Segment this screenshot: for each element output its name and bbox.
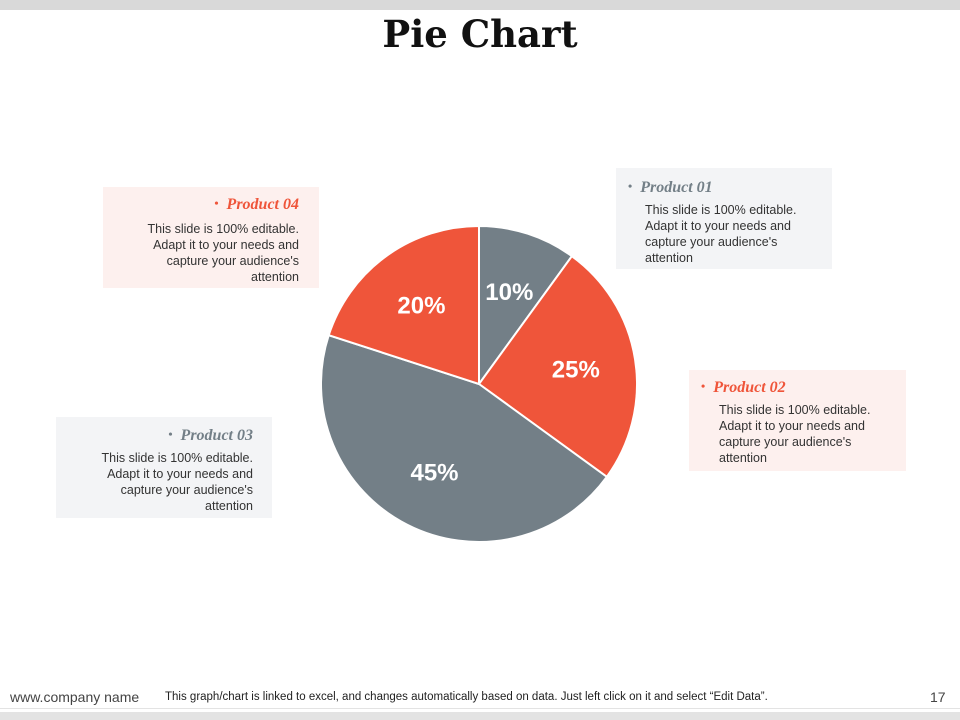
pie-data-label: 10% xyxy=(485,279,533,306)
footer-divider xyxy=(0,708,960,709)
callout-heading: • Product 04 xyxy=(123,193,299,215)
pie-slices xyxy=(320,224,638,543)
pie-slice-product-02 xyxy=(477,254,638,479)
footer-note: This graph/chart is linked to excel, and… xyxy=(165,691,768,703)
callout-heading: • Product 02 xyxy=(701,376,886,398)
pie-data-label: 45% xyxy=(410,459,458,486)
pie-slice-product-03 xyxy=(320,333,609,543)
callout-body: This slide is 100% editable. Adapt it to… xyxy=(101,451,253,513)
bullet-icon: • xyxy=(628,179,633,193)
pie-slice-product-01 xyxy=(478,224,574,388)
callout-product-04: • Product 04 This slide is 100% editable.… xyxy=(103,187,319,288)
callout-product-02: • Product 02 This slide is 100% editable.… xyxy=(689,370,906,471)
bottom-bar xyxy=(0,712,960,720)
page-number: 17 xyxy=(930,689,946,705)
callout-heading-text: Product 01 xyxy=(640,179,713,196)
bullet-icon: • xyxy=(214,196,219,210)
callout-body: This slide is 100% editable. Adapt it to… xyxy=(719,403,871,465)
page-title: Pie Chart xyxy=(382,12,578,56)
bullet-icon: • xyxy=(168,427,173,441)
callout-heading-text: Product 04 xyxy=(226,196,299,213)
pie-labels: 10% 25% 45% 20% xyxy=(397,279,599,487)
footer-company-url: www.company name xyxy=(10,689,140,705)
callout-product-01: • Product 01 This slide is 100% editable.… xyxy=(616,168,832,269)
callout-body: This slide is 100% editable. Adapt it to… xyxy=(147,222,299,284)
top-bar xyxy=(0,0,960,10)
callout-heading-text: Product 03 xyxy=(180,427,253,444)
callout-heading: • Product 01 xyxy=(628,176,812,198)
pie-data-label: 25% xyxy=(552,357,600,384)
pie-data-label: 20% xyxy=(397,293,445,320)
callout-heading: • Product 03 xyxy=(76,424,253,446)
callout-heading-text: Product 02 xyxy=(713,379,786,396)
bullet-icon: • xyxy=(701,379,706,393)
callout-body: This slide is 100% editable. Adapt it to… xyxy=(645,203,797,265)
callout-product-03: • Product 03 This slide is 100% editable.… xyxy=(56,417,272,518)
pie-slice-product-04 xyxy=(327,224,480,386)
